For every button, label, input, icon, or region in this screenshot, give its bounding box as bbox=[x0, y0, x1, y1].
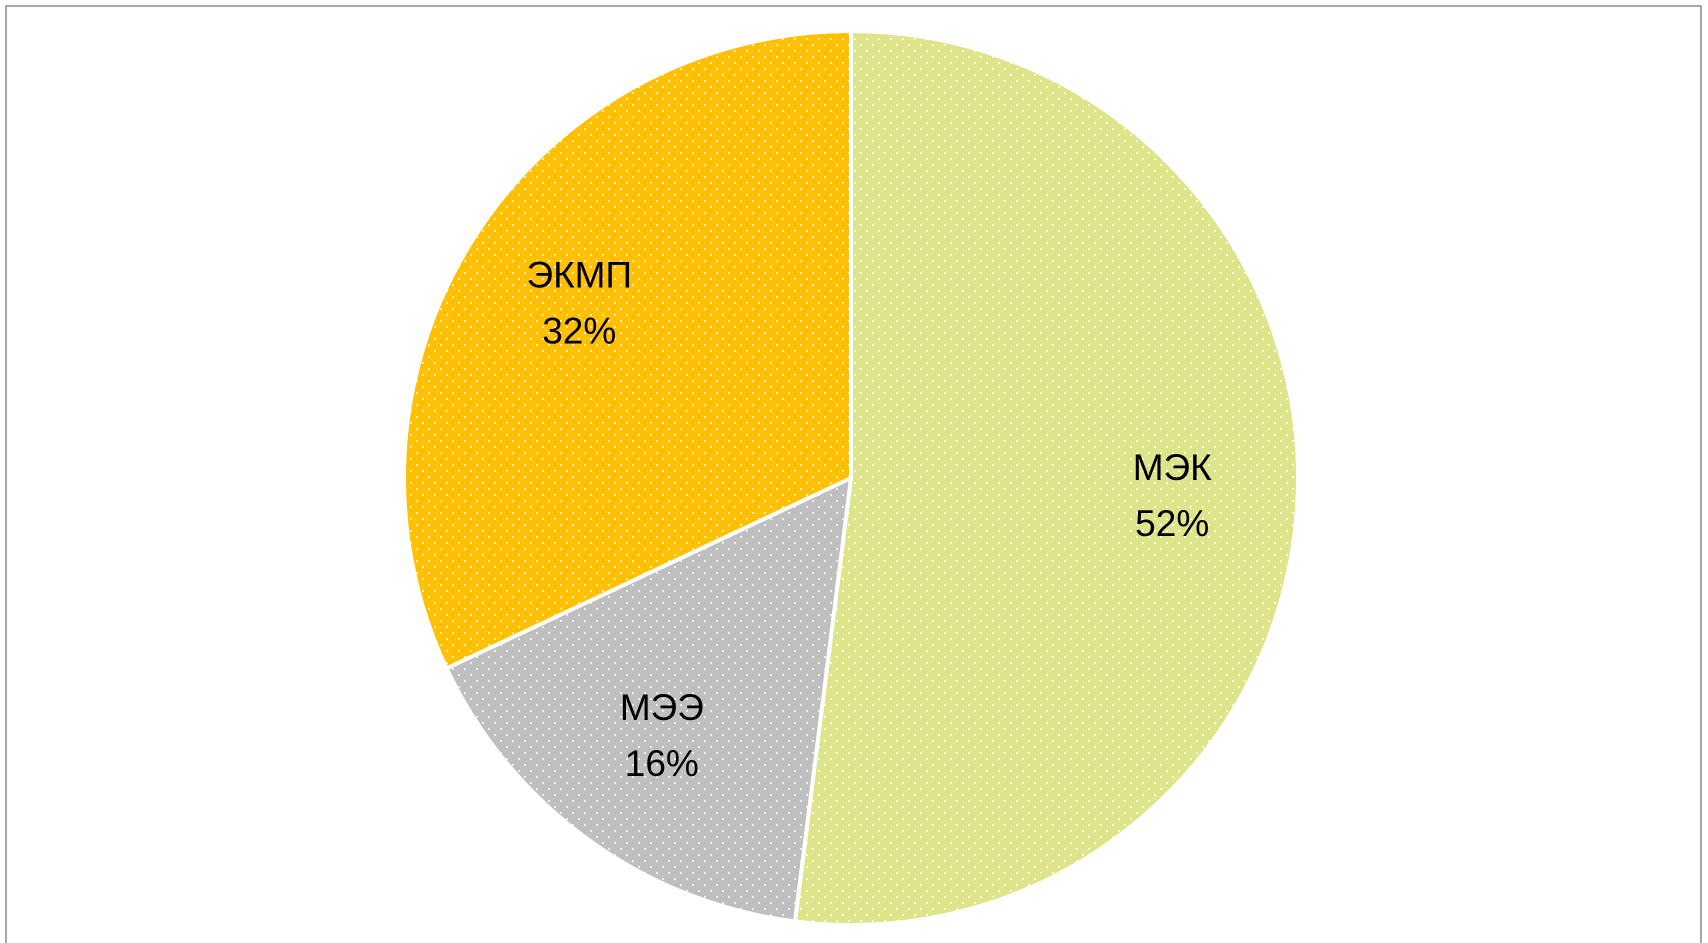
slice-value-label: 16% bbox=[625, 743, 699, 784]
pie-slice bbox=[402, 29, 853, 671]
slice-label: ЭКМП bbox=[526, 254, 632, 295]
slice-value-label: 52% bbox=[1135, 503, 1209, 544]
slice-value-label: 32% bbox=[542, 310, 616, 351]
pie-slice bbox=[792, 29, 1300, 927]
slice-label: МЭЭ bbox=[620, 687, 704, 728]
pie-slice bbox=[444, 476, 853, 924]
slice-label: МЭК bbox=[1133, 447, 1212, 488]
